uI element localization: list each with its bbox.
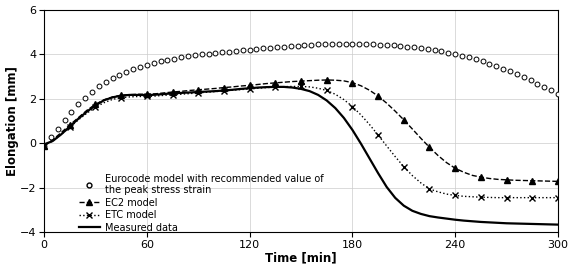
Legend: Eurocode model with recommended value of
the peak stress strain, EC2 model, ETC : Eurocode model with recommended value of… <box>75 170 327 237</box>
X-axis label: Time [min]: Time [min] <box>265 251 337 264</box>
Y-axis label: Elongation [mm]: Elongation [mm] <box>6 66 18 176</box>
